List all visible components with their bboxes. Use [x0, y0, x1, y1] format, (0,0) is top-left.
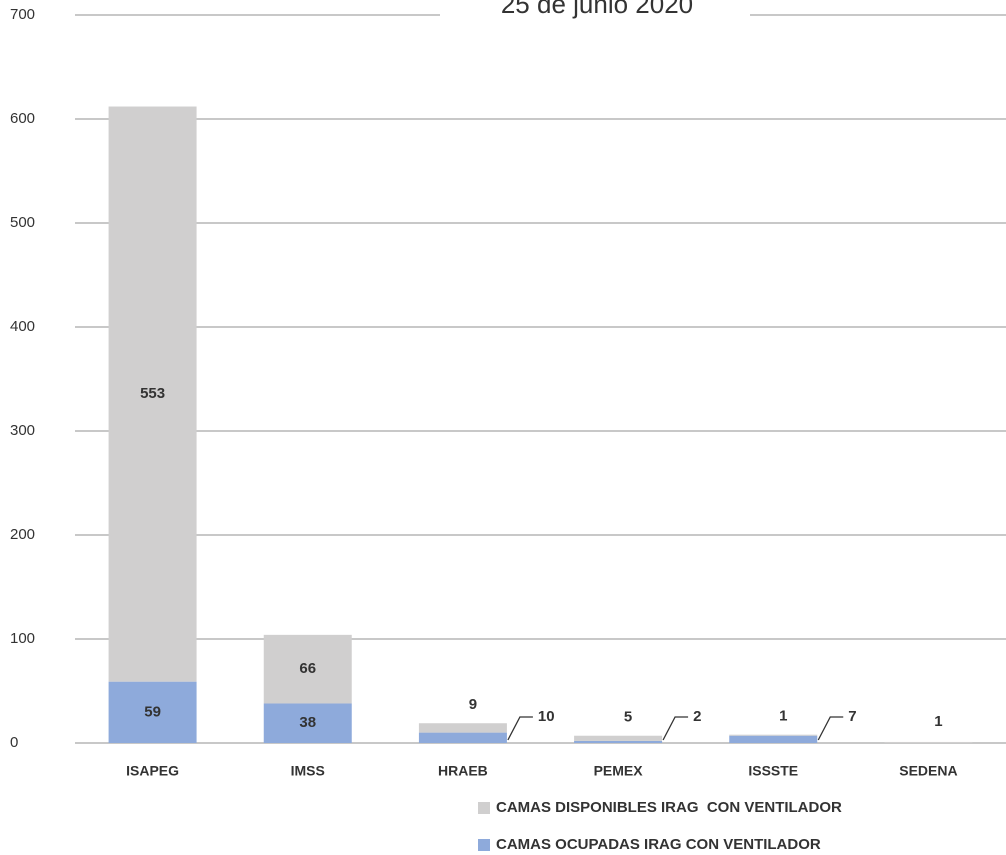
data-label: 7 [848, 708, 856, 725]
y-tick-label: 400 [10, 318, 35, 335]
data-label: 38 [299, 714, 316, 731]
leader-line [662, 716, 689, 741]
y-tick-label: 500 [10, 214, 35, 231]
data-label: 59 [144, 703, 161, 720]
bar-segment [729, 735, 818, 743]
data-label: 2 [693, 708, 701, 725]
data-label: 1 [934, 713, 942, 730]
y-tick-label: 100 [10, 630, 35, 647]
bar-segment [108, 681, 197, 743]
bar-segment [108, 106, 197, 682]
y-tick-label: 300 [10, 422, 35, 439]
data-label: 9 [469, 696, 477, 713]
chart-title: 25 de junio 2020 [501, 0, 693, 19]
bar-segment [574, 735, 663, 741]
legend-label: CAMAS DISPONIBLES IRAG CON VENTILADOR [496, 799, 842, 816]
title-background [440, 0, 750, 30]
x-tick-label: ISAPEG [126, 763, 179, 779]
legend-label: CAMAS OCUPADAS IRAG CON VENTILADOR [496, 836, 821, 853]
data-label: 5 [624, 709, 632, 726]
y-tick-label: 0 [10, 734, 18, 751]
data-label: 10 [538, 708, 555, 725]
y-tick-label: 700 [10, 6, 35, 23]
bar-segment [263, 634, 352, 704]
y-tick-label: 200 [10, 526, 35, 543]
bar-segment [418, 723, 507, 733]
y-tick-label: 600 [10, 110, 35, 127]
x-tick-label: IMSS [291, 763, 325, 779]
bar-segment [729, 734, 818, 736]
x-tick-label: HRAEB [438, 763, 488, 779]
legend-swatch [478, 839, 490, 851]
data-label: 66 [299, 660, 316, 677]
x-tick-label: SEDENA [899, 763, 957, 779]
bar-segment [884, 741, 973, 743]
leader-line [507, 716, 533, 741]
grid [75, 14, 1006, 744]
legend-swatch [478, 802, 490, 814]
bar-segment [418, 732, 507, 743]
bar-segment [574, 740, 663, 743]
leader-line [817, 716, 844, 741]
bar-segment [263, 703, 352, 743]
x-tick-label: PEMEX [594, 763, 644, 779]
x-tick-label: ISSSTE [748, 763, 798, 779]
data-label: 553 [140, 385, 165, 402]
data-label: 1 [779, 708, 787, 725]
